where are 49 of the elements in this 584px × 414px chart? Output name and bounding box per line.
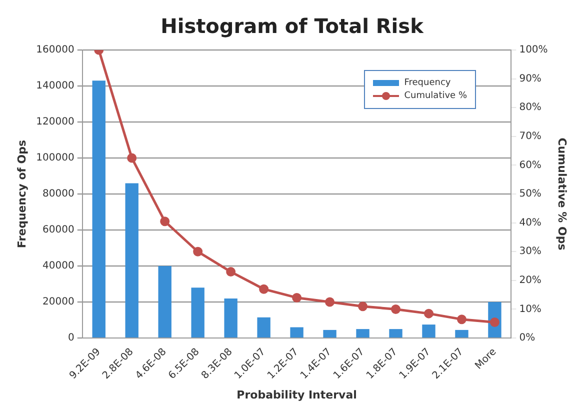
point <box>292 292 302 302</box>
bar <box>455 330 468 338</box>
y2-tick-label: 40% <box>519 217 542 228</box>
y2-axis-title: Cumulative % Ops <box>556 138 569 251</box>
y2-tick-label: 10% <box>519 304 542 315</box>
y-tick-label: 20000 <box>42 296 74 308</box>
bar <box>92 80 106 338</box>
bar <box>224 298 238 338</box>
point <box>193 246 203 256</box>
y2-tick-label: 90% <box>519 73 542 84</box>
chart-title: Histogram of Total Risk <box>160 14 424 38</box>
y-tick-label: 120000 <box>36 116 74 128</box>
bar <box>323 330 336 338</box>
point <box>456 314 466 324</box>
point <box>358 302 368 312</box>
bar <box>257 317 270 338</box>
point <box>325 297 335 307</box>
y-axis-title: Frequency of Ops <box>15 140 28 248</box>
legend-label: Cumulative % <box>404 91 467 101</box>
bar <box>389 329 402 338</box>
y2-tick-label: 20% <box>519 275 542 286</box>
y-tick-label: 0 <box>68 332 74 344</box>
point <box>424 308 434 318</box>
y2-tick-label: 100% <box>519 44 548 56</box>
bar <box>422 324 436 338</box>
bar <box>290 327 304 338</box>
bar <box>356 329 370 338</box>
y-tick-label: 100000 <box>36 152 74 164</box>
y2-tick-label: 60% <box>519 160 542 171</box>
y-tick-label: 60000 <box>42 224 74 236</box>
y2-tick-label: 70% <box>519 131 542 142</box>
point <box>127 153 137 163</box>
y-tick-label: 40000 <box>42 260 74 272</box>
y2-tick-label: 30% <box>519 246 542 258</box>
x-axis-title: Probability Interval <box>236 388 357 402</box>
y-tick-label: 140000 <box>36 80 74 92</box>
point <box>391 304 401 314</box>
y-tick-label: 80000 <box>42 188 74 200</box>
bar <box>191 288 204 338</box>
bar <box>125 183 138 338</box>
point <box>259 284 269 294</box>
point <box>160 216 170 226</box>
y2-tick-label: 50% <box>519 188 542 200</box>
legend-label: Frequency <box>404 78 451 88</box>
y2-tick-label: 0% <box>519 332 536 344</box>
bar <box>158 266 172 338</box>
y2-tick-label: 80% <box>519 102 542 114</box>
y-tick-label: 160000 <box>36 44 74 56</box>
point <box>226 267 236 277</box>
